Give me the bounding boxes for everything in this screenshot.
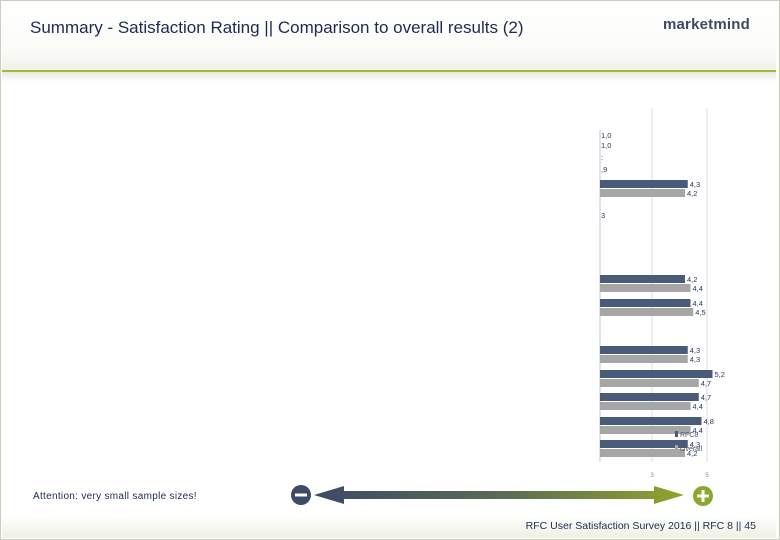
- header-bar: Summary - Satisfaction Rating || Compari…: [2, 2, 776, 72]
- bar-value-label: 4,5: [695, 308, 705, 317]
- bar-overall: [600, 308, 694, 316]
- bar-value-label: 4,4: [693, 284, 703, 293]
- bar-rfc8: [600, 417, 702, 425]
- marketmind-logo: marketmind: [662, 16, 750, 33]
- slide-title: Summary - Satisfaction Rating || Compari…: [30, 18, 524, 37]
- scale-arrow: [314, 486, 684, 504]
- bar-overall: [600, 284, 691, 292]
- footer-band: [2, 516, 776, 538]
- bar-value-label: 5,2: [715, 370, 725, 379]
- bar-overall: [600, 379, 699, 387]
- partial-value-label: 1,0: [601, 141, 611, 150]
- legend-label: RFC8: [680, 432, 698, 439]
- bar-overall: [600, 189, 685, 197]
- x-tick-label: 5: [705, 473, 709, 479]
- bar-value-label: 4,2: [687, 449, 697, 458]
- bar-overall: [600, 402, 691, 410]
- bar-rfc8: [600, 370, 713, 378]
- partial-value-label: :: [601, 153, 603, 162]
- bar-rfc8: [600, 180, 688, 188]
- bar-value-label: 4,2: [687, 189, 697, 198]
- legend-label: Overall: [680, 446, 703, 453]
- footer-text: RFC User Satisfaction Survey 2016 || RFC…: [525, 520, 756, 532]
- legend-swatch: [675, 431, 678, 437]
- legend-swatch: [675, 445, 678, 451]
- bar-value-label: 4,3: [690, 180, 700, 189]
- header-shadow: [2, 72, 776, 82]
- minus-circle-icon: [291, 485, 311, 505]
- bar-rfc8: [600, 346, 688, 354]
- partial-value-label: 1,0: [601, 131, 611, 140]
- bar-overall: [600, 355, 688, 363]
- bar-rfc8: [600, 275, 685, 283]
- bar-value-label: 4,3: [690, 355, 700, 364]
- bar-value-label: 4,2: [687, 275, 697, 284]
- bar-rfc8: [600, 440, 688, 448]
- rating-scale-arrow: [291, 485, 713, 506]
- bar-value-label: 4,3: [690, 346, 700, 355]
- x-tick-label: 3: [650, 473, 654, 479]
- plus-circle-icon: [693, 486, 713, 506]
- sample-size-note: Attention: very small sample sizes!: [33, 491, 197, 502]
- bar-value-label: 4,4: [693, 426, 703, 435]
- partial-value-label: ,9: [601, 165, 607, 174]
- bar-value-label: 4,8: [704, 417, 714, 426]
- bar-value-label: 4,4: [693, 299, 703, 308]
- bar-overall: [600, 449, 685, 457]
- bar-value-label: 4,7: [701, 393, 711, 402]
- bar-value-label: 4,4: [693, 402, 703, 411]
- bar-overall: [600, 426, 691, 434]
- bar-rfc8: [600, 299, 691, 307]
- partial-value-label: 3: [601, 211, 605, 220]
- bar-value-label: 4,7: [701, 379, 711, 388]
- bar-rfc8: [600, 393, 699, 401]
- bar-value-label: 4,3: [690, 440, 700, 449]
